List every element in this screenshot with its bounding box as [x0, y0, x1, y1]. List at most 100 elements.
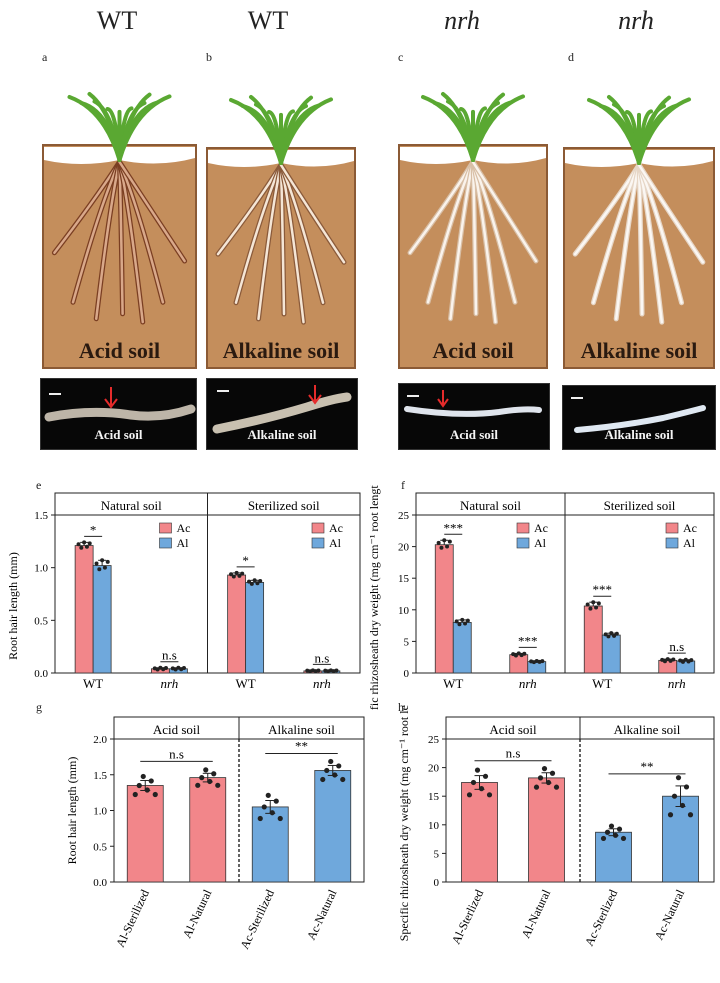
root-core	[118, 160, 186, 263]
data-point	[609, 631, 614, 636]
legend-label: Ac	[177, 521, 191, 535]
root-photo-d: Alkaline soil	[562, 385, 716, 450]
data-point	[207, 778, 213, 785]
y-tick-label: 15	[398, 573, 410, 585]
legend-label: Ac	[534, 521, 548, 535]
data-point	[215, 782, 221, 788]
data-point	[257, 815, 263, 822]
x-tick-label: WT	[443, 676, 463, 691]
data-point	[237, 573, 242, 578]
data-point	[277, 815, 283, 822]
root-photo-label-a: Acid soil	[94, 427, 143, 442]
legend-label: Ac	[329, 521, 343, 535]
bar	[189, 777, 227, 883]
x-tick-label: nrh	[668, 676, 686, 691]
data-point	[199, 775, 205, 781]
soil-label-d: Alkaline soil	[580, 338, 698, 363]
y-tick-label: 20	[428, 763, 440, 775]
data-point	[689, 658, 694, 663]
column-title-a: WT	[96, 6, 138, 35]
column-title-c: nrh	[444, 6, 480, 35]
y-axis-label: Root hair length (mm)	[6, 552, 20, 660]
bar	[676, 660, 696, 674]
data-point	[616, 826, 623, 832]
y-tick-label: 5	[404, 636, 410, 648]
data-point	[620, 835, 627, 842]
significance-label: n.s	[169, 746, 184, 761]
y-tick-label: 10	[398, 605, 410, 617]
legend-swatch	[516, 537, 530, 549]
data-point	[249, 581, 254, 586]
data-point	[105, 559, 110, 564]
data-point	[445, 544, 450, 549]
data-point	[594, 605, 599, 610]
x-tick-label: nrh	[519, 676, 537, 691]
data-point	[600, 835, 607, 842]
significance-label: n.s	[162, 648, 177, 663]
y-tick-label: 15	[428, 791, 440, 803]
significance-label: ***	[444, 520, 464, 535]
data-point	[340, 776, 346, 783]
y-tick-label: 5	[434, 848, 440, 860]
panel-letter-f: f	[401, 478, 405, 492]
bar	[126, 785, 164, 883]
root-photo-b: Alkaline soil	[206, 378, 358, 450]
soil-label-c: Acid soil	[432, 338, 514, 363]
legend-swatch	[516, 522, 530, 534]
data-point	[76, 542, 81, 547]
data-point	[540, 659, 545, 664]
x-tick-label: WT	[592, 676, 612, 691]
data-point	[87, 541, 92, 546]
data-point	[614, 631, 619, 636]
bar	[461, 782, 498, 883]
data-point	[211, 771, 217, 777]
legend-label: Al	[534, 536, 547, 550]
data-point	[604, 829, 611, 835]
facet-title: Alkaline soil	[614, 722, 681, 737]
significance-label: *	[242, 553, 249, 568]
chart-g: Acid soil Alkaline soil Al-Sterilized Al-Na…	[65, 716, 365, 951]
data-point	[265, 792, 271, 798]
x-tick-label: Ac-Natural	[652, 887, 688, 942]
root-core	[279, 163, 346, 264]
x-tick-label: nrh	[160, 676, 178, 691]
y-tick-label: 0	[404, 668, 410, 680]
root-photo-label-b: Alkaline soil	[247, 427, 317, 442]
x-tick-label: WT	[236, 676, 256, 691]
data-point	[231, 574, 236, 579]
data-point	[261, 804, 267, 810]
data-point	[608, 823, 615, 829]
data-point	[549, 770, 556, 776]
legend-label: Ac	[683, 521, 697, 535]
data-point	[195, 782, 201, 788]
data-point	[470, 779, 477, 786]
y-tick-label: 0.5	[93, 841, 107, 853]
significance-label: ***	[593, 582, 613, 597]
data-point	[591, 600, 596, 605]
data-point	[463, 621, 468, 626]
facet-title: Sterilized soil	[604, 498, 676, 513]
data-point	[553, 784, 560, 790]
data-point	[252, 578, 257, 583]
soil-illustration-a: Acid soil	[42, 50, 197, 370]
soil-label-a: Acid soil	[78, 338, 161, 363]
bar	[595, 831, 632, 883]
data-point	[662, 659, 667, 664]
data-point	[457, 622, 462, 627]
panel-letter-b: b	[206, 50, 212, 64]
data-point	[82, 540, 87, 545]
data-point	[466, 792, 473, 798]
data-point	[328, 758, 334, 765]
data-point	[334, 668, 339, 673]
legend-label: Al	[329, 536, 342, 550]
data-point	[533, 784, 540, 790]
x-tick-label: nrh	[313, 676, 331, 691]
bar	[227, 574, 247, 674]
data-point	[447, 539, 452, 544]
data-point	[258, 578, 263, 583]
data-point	[240, 571, 245, 576]
data-point	[152, 791, 158, 798]
bar	[92, 565, 112, 674]
x-tick-label: Ac-Sterlized	[582, 887, 620, 948]
